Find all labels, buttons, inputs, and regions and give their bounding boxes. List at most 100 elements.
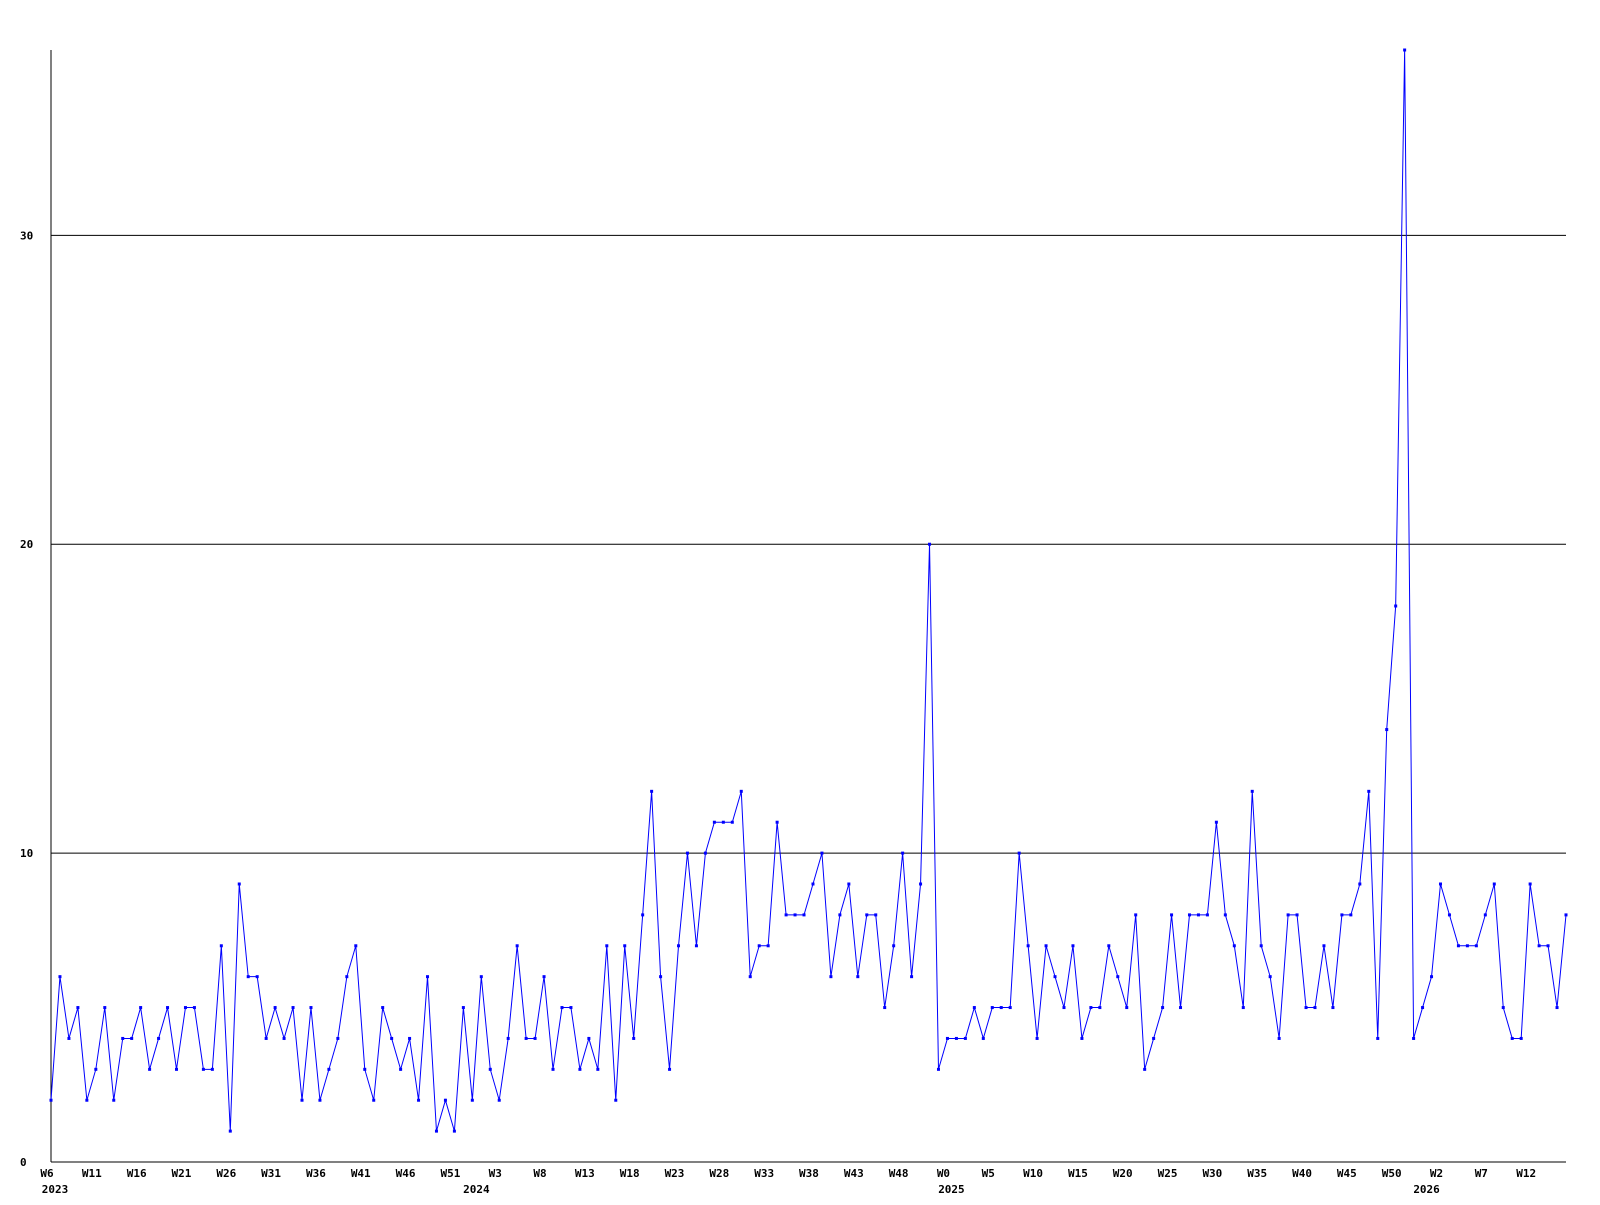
data-point xyxy=(1187,913,1191,917)
x-tick-label: W51 xyxy=(440,1167,460,1180)
data-point xyxy=(1403,48,1407,52)
data-point xyxy=(479,975,483,979)
y-tick-label: 0 xyxy=(20,1156,27,1169)
data-point xyxy=(901,851,905,855)
data-point xyxy=(1376,1036,1380,1040)
data-point xyxy=(121,1036,125,1040)
y-tick-label: 10 xyxy=(20,847,33,860)
data-point xyxy=(103,1006,107,1010)
data-point xyxy=(58,975,62,979)
data-point xyxy=(1465,944,1469,948)
data-point xyxy=(112,1098,116,1102)
data-point xyxy=(1385,728,1389,732)
x-year-label: 2023 xyxy=(42,1183,69,1196)
data-point xyxy=(739,789,743,793)
data-point xyxy=(838,913,842,917)
data-point xyxy=(1080,1036,1084,1040)
data-point xyxy=(954,1036,958,1040)
x-year-label: 2025 xyxy=(938,1183,965,1196)
x-tick-label: W11 xyxy=(82,1167,102,1180)
data-point xyxy=(426,975,430,979)
x-tick-label: W45 xyxy=(1337,1167,1357,1180)
data-point xyxy=(130,1036,134,1040)
data-point xyxy=(551,1067,555,1071)
y-tick-label: 20 xyxy=(20,538,33,551)
data-point xyxy=(694,944,698,948)
x-tick-label: W38 xyxy=(799,1167,819,1180)
data-point xyxy=(847,882,851,886)
data-point xyxy=(1438,882,1442,886)
data-point xyxy=(201,1067,205,1071)
data-point xyxy=(497,1098,501,1102)
x-tick-label: W6 xyxy=(40,1167,54,1180)
data-point xyxy=(318,1098,322,1102)
data-point xyxy=(1053,975,1057,979)
data-point xyxy=(67,1036,71,1040)
data-point xyxy=(650,789,654,793)
data-point xyxy=(614,1098,618,1102)
data-point xyxy=(452,1129,456,1133)
data-point xyxy=(210,1067,214,1071)
data-point xyxy=(1259,944,1263,948)
data-point xyxy=(488,1067,492,1071)
data-point xyxy=(945,1036,949,1040)
x-tick-label: W28 xyxy=(709,1167,729,1180)
data-point xyxy=(766,944,770,948)
data-point xyxy=(1116,975,1120,979)
data-point xyxy=(668,1067,672,1071)
data-point xyxy=(1044,944,1048,948)
x-tick-label: W46 xyxy=(396,1167,416,1180)
data-point xyxy=(919,882,923,886)
data-point xyxy=(820,851,824,855)
data-point xyxy=(282,1036,286,1040)
x-tick-label: W7 xyxy=(1475,1167,1488,1180)
data-point xyxy=(139,1006,143,1010)
data-point xyxy=(1555,1006,1559,1010)
data-point xyxy=(1483,913,1487,917)
data-point xyxy=(856,975,860,979)
data-point xyxy=(1340,913,1344,917)
data-point xyxy=(291,1006,295,1010)
data-point xyxy=(1358,882,1362,886)
data-point xyxy=(175,1067,179,1071)
data-point xyxy=(309,1006,313,1010)
data-point xyxy=(1519,1036,1523,1040)
data-point xyxy=(829,975,833,979)
data-point xyxy=(757,944,761,948)
x-tick-label: W5 xyxy=(982,1167,995,1180)
data-point xyxy=(166,1006,170,1010)
data-point xyxy=(85,1098,89,1102)
data-point xyxy=(1062,1006,1066,1010)
data-point xyxy=(183,1006,187,1010)
x-tick-label: W20 xyxy=(1113,1167,1133,1180)
data-point xyxy=(354,944,358,948)
data-point xyxy=(1179,1006,1183,1010)
data-point xyxy=(712,820,716,824)
data-point xyxy=(793,913,797,917)
data-point xyxy=(542,975,546,979)
x-tick-label: W41 xyxy=(351,1167,371,1180)
data-point xyxy=(659,975,663,979)
data-point xyxy=(605,944,609,948)
data-point xyxy=(1223,913,1227,917)
data-point xyxy=(569,1006,573,1010)
data-point xyxy=(910,975,914,979)
data-point xyxy=(1277,1036,1281,1040)
data-point xyxy=(1035,1036,1039,1040)
data-point xyxy=(1089,1006,1093,1010)
x-tick-label: W18 xyxy=(620,1167,640,1180)
data-point xyxy=(1421,1006,1425,1010)
x-tick-label: W8 xyxy=(533,1167,546,1180)
data-point xyxy=(524,1036,528,1040)
x-tick-label: W43 xyxy=(844,1167,864,1180)
data-point xyxy=(157,1036,161,1040)
data-point xyxy=(560,1006,564,1010)
data-point xyxy=(685,851,689,855)
data-point xyxy=(255,975,259,979)
x-tick-label: W2 xyxy=(1430,1167,1443,1180)
data-point xyxy=(802,913,806,917)
data-point xyxy=(237,882,241,886)
data-point xyxy=(1250,789,1254,793)
x-tick-label: W30 xyxy=(1202,1167,1222,1180)
